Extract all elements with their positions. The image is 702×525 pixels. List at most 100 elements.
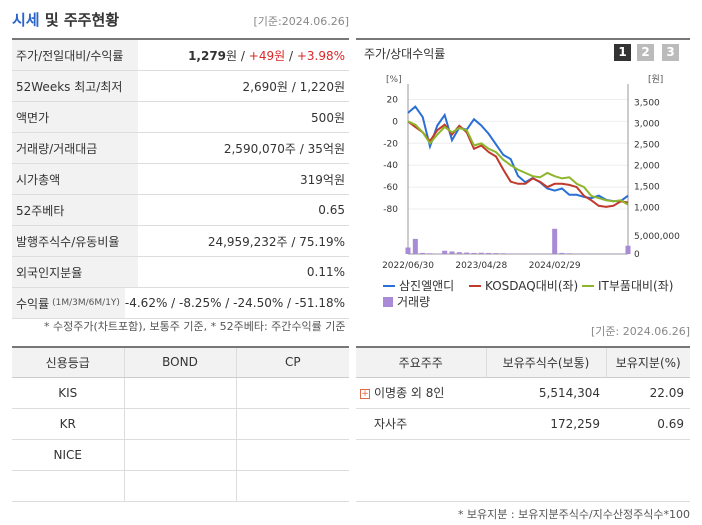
right-tick-label: 2,000 [634,161,660,171]
agency-name: NICE [12,439,125,471]
row-52weeks: 52Weeks 최고/최저 2,690원 / 1,220원 [12,71,349,102]
volume-bar [552,228,558,254]
volume-bar [478,252,484,254]
header-holder: 주요주주 [356,347,487,378]
header-shares: 보유주식수(보통) [486,347,607,378]
row-value: 0.65 [318,203,345,217]
table-row: KIS [12,377,349,409]
header-bond: BOND [124,347,237,378]
cp-rating [236,408,349,440]
current-price: 1,279 [188,48,227,63]
row-value: 0.11% [306,265,345,279]
chart-page-3-button[interactable]: 3 [662,44,679,61]
x-tick-label: 2023/04/28 [455,261,507,271]
legend-square-icon [383,296,393,307]
left-tick-label: 0 [392,117,398,127]
volume-bar [464,252,470,254]
volume-bar [486,252,492,254]
legend-label: 거래량 [397,295,431,309]
chart-panel [356,38,690,310]
volume-bar [625,245,631,254]
row-foreign: 외국인지분율 0.11% [12,257,349,288]
market-info-table: 주가/전일대비/수익률 1,279원 / +49원 / +3.98% 52Wee… [12,38,349,319]
holder-name[interactable]: 이명종 외 8인 [374,386,445,400]
empty-cell [486,439,606,502]
row-volume: 거래량/거래대금 2,590,070주 / 35억원 [12,133,349,164]
row-returns: 수익률 (1M/3M/6M/1Y) -4.62% / -8.25% / -24.5… [12,288,349,319]
row-label: 거래량/거래대금 [12,133,138,163]
holder-shares: 172,259 [486,408,606,440]
returns-period: (1M/3M/6M/1Y) [52,298,120,308]
row-label: 발행주식수/유동비율 [12,226,138,256]
chart-page-2-button[interactable]: 2 [637,44,654,61]
right-tick-label: 1,000 [634,203,660,213]
row-beta: 52주베타 0.65 [12,195,349,226]
left-tick-label: -20 [383,139,398,149]
series-line-relative [407,120,629,208]
legend-label: IT부품대비(좌) [598,279,674,293]
legend-kosdaq: KOSDAQ대비(좌) [469,277,578,294]
row-label: 외국인지분율 [12,257,138,287]
right-tick-label: 2,500 [634,140,660,150]
row-label: 52주베타 [12,195,138,225]
legend-line-icon [582,284,594,287]
row-label: 시가총액 [12,164,138,194]
volume-bar [405,247,411,254]
row-price: 주가/전일대비/수익률 1,279원 / +49원 / +3.98% [12,40,349,71]
row-market-cap: 시가총액 319억원 [12,164,349,195]
holder-pct: 22.09 [606,377,690,409]
volume-bar [449,251,455,254]
chart-title: 주가/상대수익률 [364,47,446,61]
right-tick-label: 3,000 [634,119,660,129]
table-row: NICE [12,439,349,471]
x-tick-label: 2024/02/29 [529,261,581,271]
agency-name: KR [12,408,125,440]
expand-plus-icon[interactable]: + [360,388,370,399]
left-tick-label: -80 [383,205,398,215]
holder-shares: 5,514,304 [486,377,606,409]
volume-bar [566,253,572,254]
row-shares: 발행주식수/유동비율 24,959,232주 / 75.19% [12,226,349,257]
holder-footnote: * 보유지분 : 보유지분주식수/지수산정주식수*100 [457,508,690,521]
legend-label: 삼진엘앤디 [399,279,455,293]
returns-label: 수익률 [16,296,50,311]
base-date: [기준:2024.06.26] [253,15,349,28]
price-chart: [%] [원] 20 0 -20 -40 -60 -80 3,500 3,000 2,500 2,… [382,74,680,271]
legend-label: KOSDAQ대비(좌) [485,279,579,293]
volume-bar [559,252,565,254]
title-shareholders: 및 주주현황 [44,11,120,29]
empty-cell [606,439,690,502]
table-row: + 이명종 외 8인 5,514,304 22.09 [356,377,690,409]
table-row: KR [12,408,349,440]
volume-bar [456,252,462,254]
right-axis-unit: [원] [648,74,663,85]
volume-tick-label: 5,000,000 [634,232,680,242]
holder-name: 자사주 [356,408,486,440]
x-tick-label: 2022/06/30 [382,261,434,271]
price-value: 1,279원 / +49원 / +3.98% [138,47,349,64]
table-row: 자사주 172,259 0.69 [356,408,690,440]
row-value: 500원 [311,110,345,125]
chart-page-1-button[interactable]: 1 [614,44,631,61]
credit-rating-table: 신용등급 BOND CP KIS KR NICE [12,346,349,502]
table-row [12,470,349,502]
volume-bar [508,253,514,254]
volume-bar [522,253,528,254]
left-tick-label: -60 [383,183,398,193]
price-unit: 원 [226,48,238,63]
volume-tick-label: 0 [634,250,640,260]
left-tick-label: 20 [387,95,399,105]
section-title: 시세 및 주주현황 [12,9,119,30]
legend-volume: 거래량 [383,293,430,310]
row-value: 319억원 [300,172,345,187]
sep: / [285,48,297,63]
row-label: 52Weeks 최고/최저 [12,71,138,101]
bond-rating [124,408,237,440]
row-value: 2,590,070주 / 35억원 [223,141,345,156]
series-line-price [407,105,629,203]
volume-bar [493,253,499,254]
holder-name-cell[interactable]: + 이명종 외 8인 [356,377,486,409]
empty-cell [356,439,486,502]
sep: / [237,48,249,63]
price-change: +49원 [248,48,286,63]
